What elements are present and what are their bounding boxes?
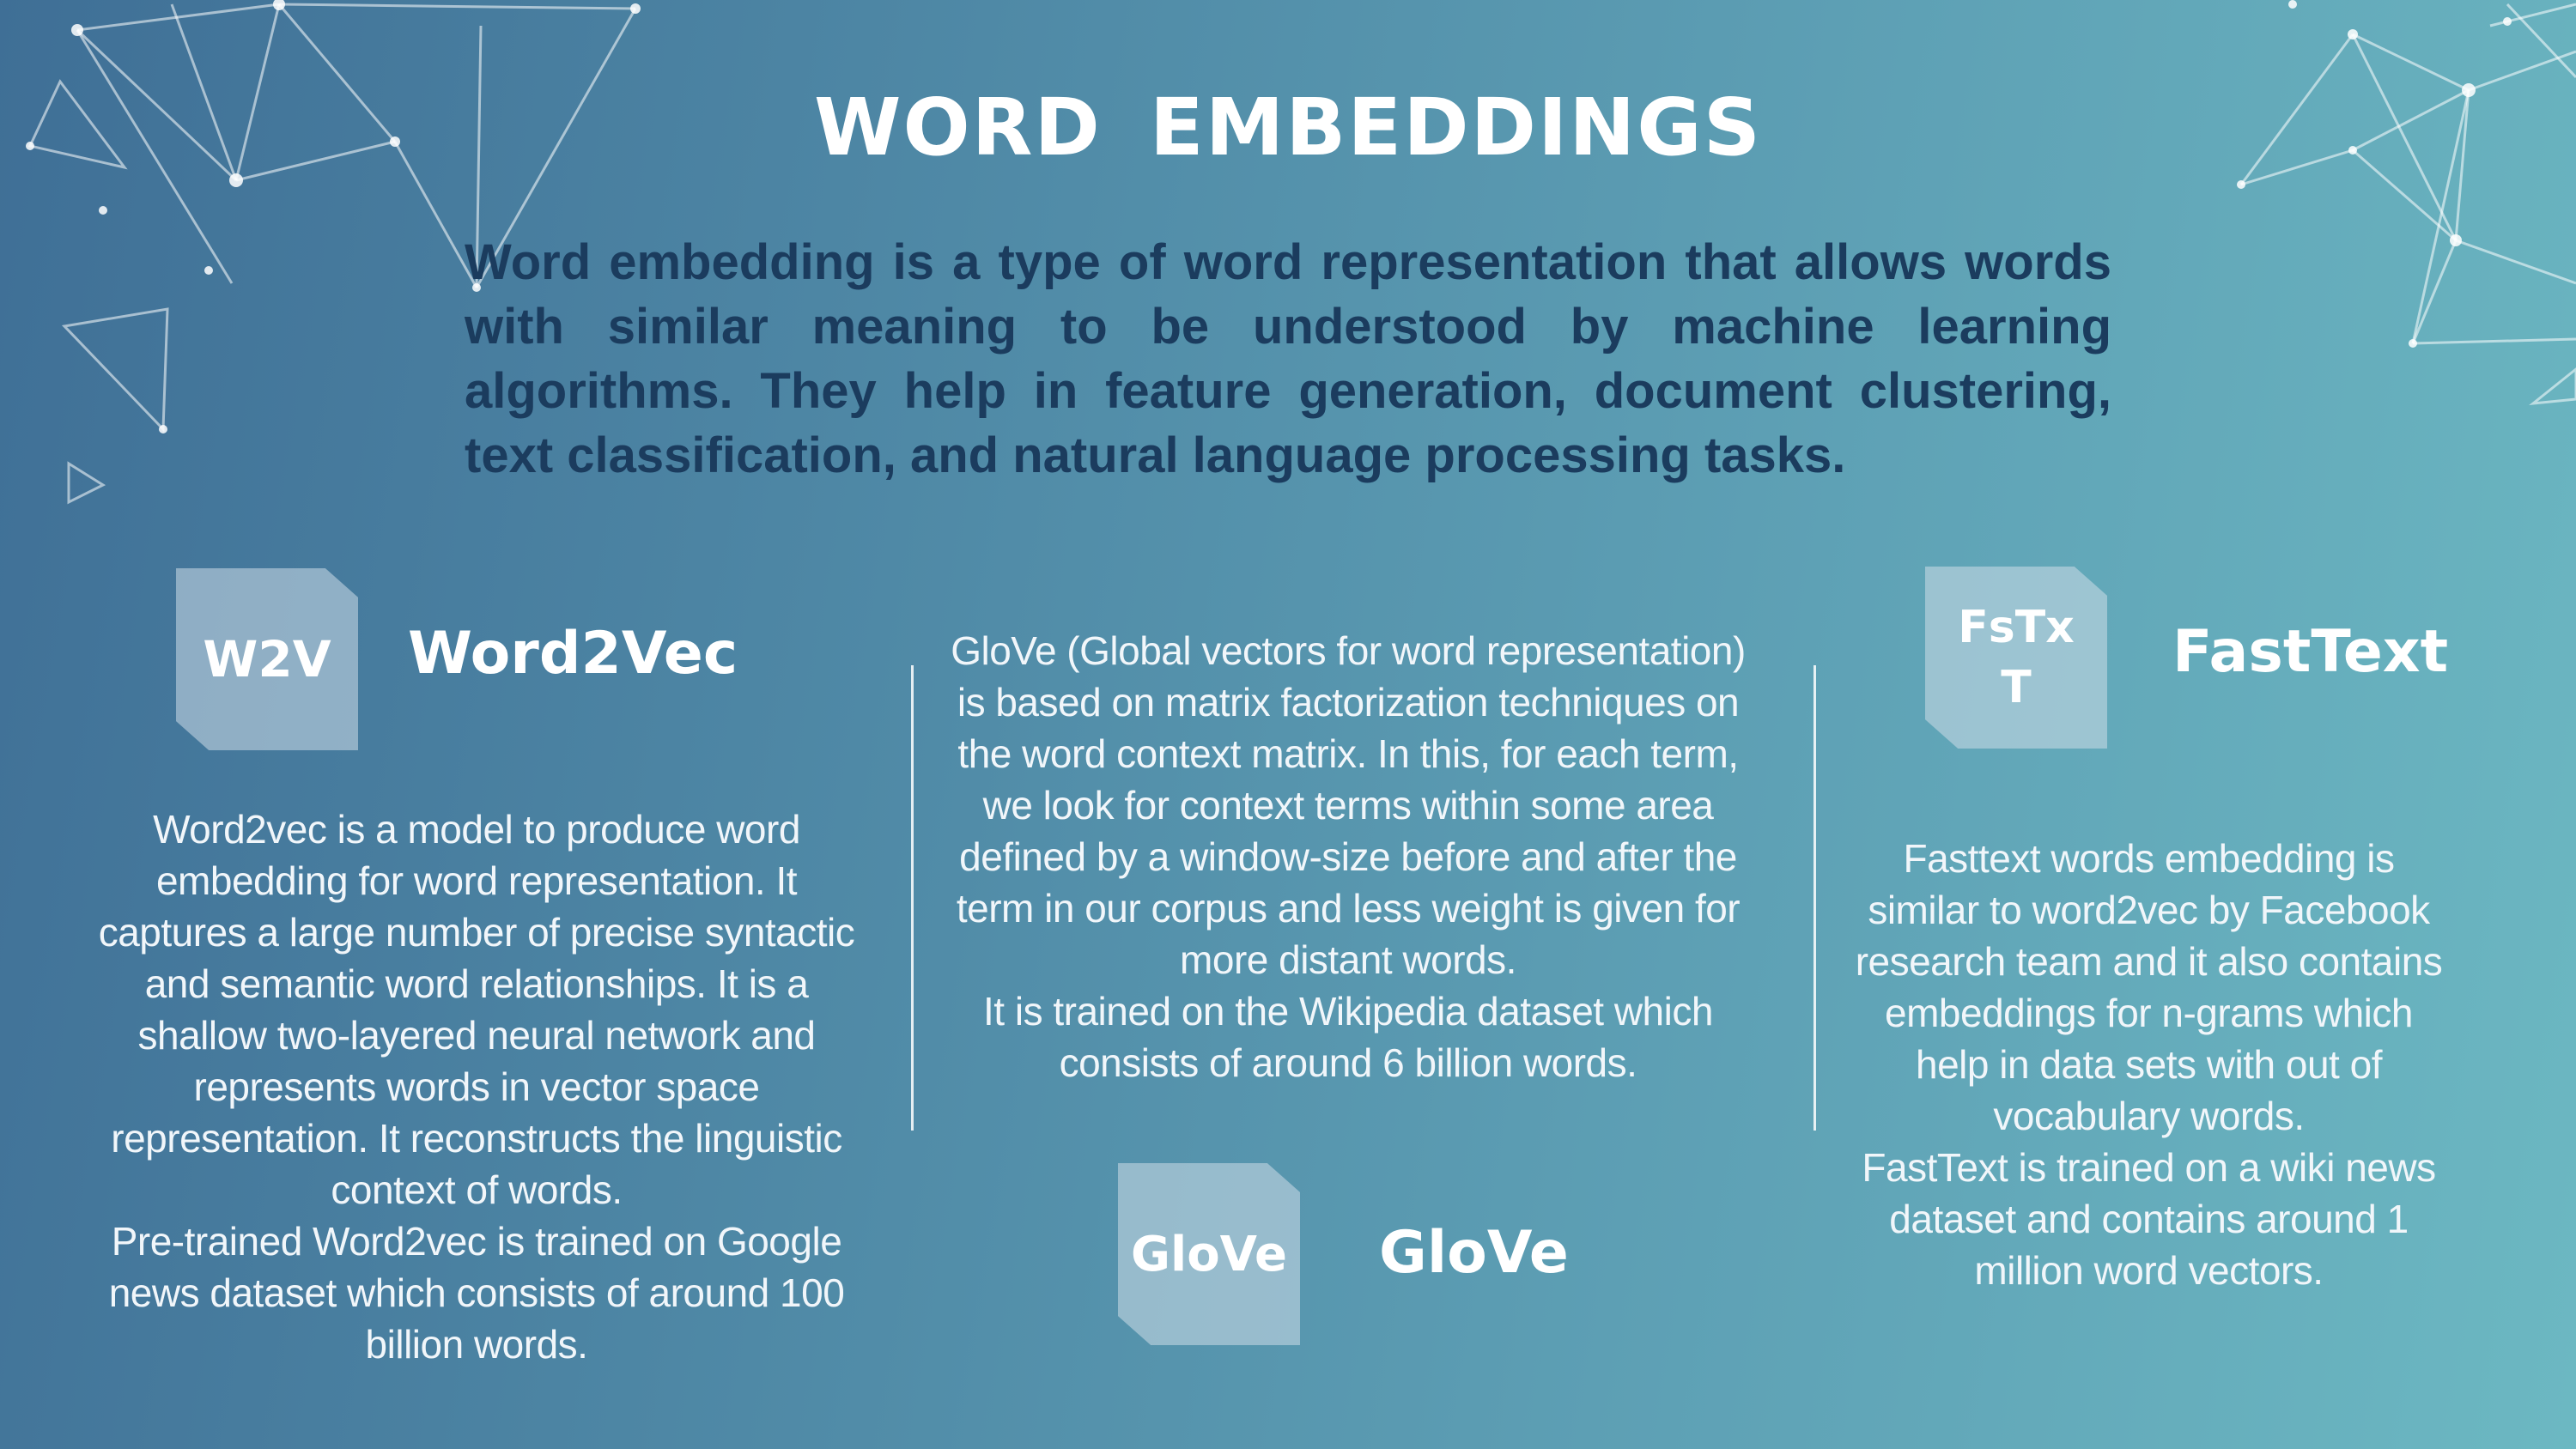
fasttext-tile-label-line2: T bbox=[2001, 662, 2032, 713]
fasttext-tile-icon: FsTx T bbox=[1925, 567, 2107, 749]
column-divider-right bbox=[1814, 665, 1816, 1131]
glove-tile-label: GloVe bbox=[1131, 1226, 1287, 1282]
intro-paragraph: Word embedding is a type of word represe… bbox=[465, 234, 2111, 483]
fasttext-body: Fasttext words embedding is similar to w… bbox=[1855, 836, 2443, 1138]
glove-heading: GloVe bbox=[1379, 1219, 1569, 1287]
word2vec-heading: Word2Vec bbox=[408, 620, 738, 688]
word2vec-description: Word2vec is a model to produce word embe… bbox=[82, 803, 872, 1370]
w2v-tile-icon: W2V bbox=[176, 568, 358, 750]
fasttext-tile-label-line1: FsTx bbox=[1958, 602, 2075, 653]
glove-body-2: It is trained on the Wikipedia dataset w… bbox=[983, 989, 1713, 1085]
word2vec-body: Word2vec is a model to produce word embe… bbox=[98, 807, 855, 1212]
fasttext-heading: FastText bbox=[2172, 618, 2449, 686]
word2vec-body-2: Pre-trained Word2vec is trained on Googl… bbox=[108, 1219, 845, 1367]
fasttext-body-2: FastText is trained on a wiki news datas… bbox=[1862, 1145, 2436, 1293]
glove-tile-icon: GloVe bbox=[1118, 1163, 1300, 1345]
column-divider-left bbox=[911, 665, 914, 1131]
glove-description: GloVe (Global vectors for word represent… bbox=[949, 625, 1747, 1088]
page-title: WORD EMBEDDINGS bbox=[813, 82, 1763, 173]
glove-body: GloVe (Global vectors for word represent… bbox=[951, 628, 1746, 982]
w2v-tile-label: W2V bbox=[203, 630, 331, 688]
fasttext-description: Fasttext words embedding is similar to w… bbox=[1846, 833, 2451, 1296]
